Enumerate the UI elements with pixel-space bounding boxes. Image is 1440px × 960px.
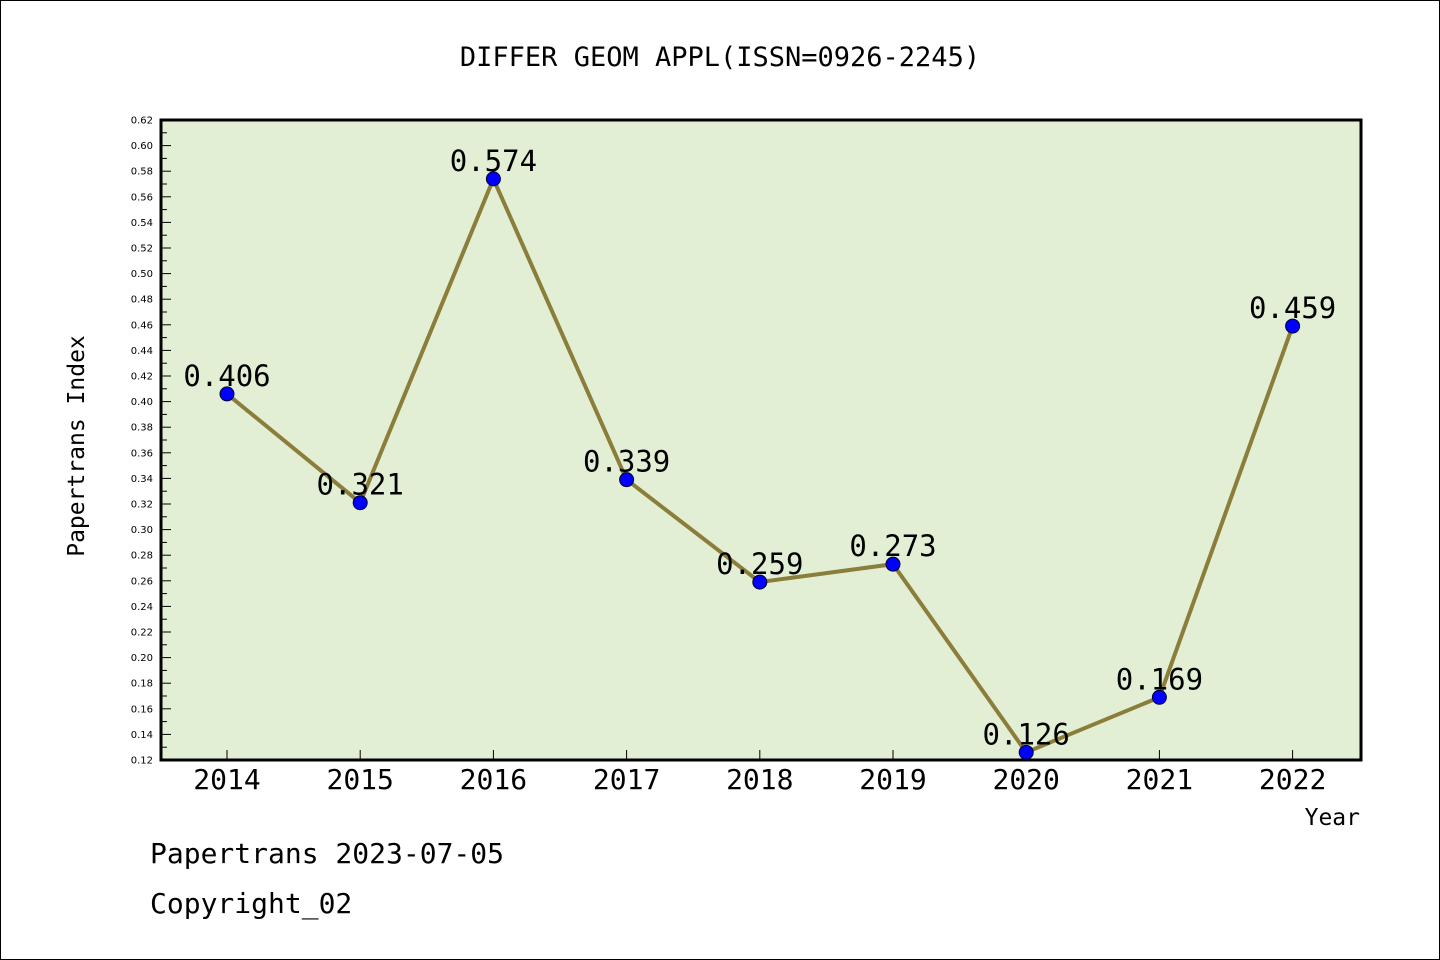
plot-area (159, 118, 1363, 762)
data-label: 0.321 (317, 468, 404, 502)
x-tick-label: 2016 (460, 763, 527, 796)
data-point (752, 574, 768, 590)
y-tick-label: 0.14 (131, 730, 153, 741)
data-label: 0.169 (1116, 662, 1203, 696)
data-point (619, 472, 635, 488)
y-tick-label: 0.20 (131, 653, 153, 664)
x-tick-label: 2020 (992, 763, 1059, 796)
y-tick-label: 0.46 (131, 320, 153, 331)
x-tick-label: 2017 (593, 763, 660, 796)
data-point (219, 386, 235, 402)
y-tick-label: 0.52 (131, 244, 153, 255)
data-label: 0.273 (849, 529, 936, 563)
x-tick-label: 2022 (1259, 763, 1326, 796)
y-tick-label: 0.62 (131, 116, 153, 127)
footer-copyright: Copyright_02 (150, 887, 352, 921)
y-tick-label: 0.38 (131, 423, 153, 434)
y-tick-label: 0.54 (131, 218, 153, 229)
data-markers (219, 171, 1301, 760)
data-point (1018, 744, 1034, 760)
y-tick-label: 0.56 (131, 192, 153, 203)
data-point (1151, 689, 1167, 705)
x-tick-label: 2014 (193, 763, 260, 796)
y-tick-label: 0.32 (131, 500, 153, 511)
y-tick-label: 0.60 (131, 141, 153, 152)
footer-date: Papertrans 2023-07-05 (150, 837, 504, 870)
y-tick-label: 0.50 (131, 269, 153, 280)
x-axis: 2014 2015 2016 2017 2018 2019 2020 2021 2022 (193, 750, 1326, 796)
y-tick-label: 0.30 (131, 525, 153, 536)
y-tick-label: 0.42 (131, 372, 153, 383)
y-tick-label: 0.16 (131, 704, 153, 715)
data-point (885, 556, 901, 572)
y-tick-label: 0.18 (131, 679, 153, 690)
y-tick-label: 0.12 (131, 756, 153, 767)
y-tick-label: 0.44 (131, 346, 153, 357)
y-axis-label: Papertrans Index (64, 335, 90, 557)
chart-title: DIFFER GEOM APPL(ISSN=0926-2245) (460, 42, 980, 73)
y-tick-label: 0.40 (131, 397, 153, 408)
y-tick-label: 0.36 (131, 448, 153, 459)
data-label: 0.126 (983, 717, 1070, 751)
data-label: 0.259 (716, 547, 803, 581)
data-labels: 0.406 0.321 0.574 0.339 0.259 0.273 0.126 0.169… (183, 144, 1336, 751)
x-tick-label: 2015 (326, 763, 393, 796)
data-label: 0.339 (583, 445, 670, 479)
data-point (1285, 318, 1301, 334)
x-tick-label: 2018 (726, 763, 793, 796)
data-label: 0.459 (1249, 291, 1336, 325)
y-tick-label: 0.58 (131, 167, 153, 178)
data-point (485, 171, 501, 187)
y-tick-label: 0.22 (131, 628, 153, 639)
data-label: 0.406 (183, 359, 270, 393)
x-tick-label: 2021 (1126, 763, 1193, 796)
y-tick-label: 0.26 (131, 576, 153, 587)
data-label: 0.574 (450, 144, 537, 178)
y-tick-label: 0.24 (131, 602, 153, 613)
y-tick-label: 0.34 (131, 474, 153, 485)
x-tick-label: 2019 (859, 763, 926, 796)
y-tick-label: 0.48 (131, 295, 153, 306)
y-tick-label: 0.28 (131, 551, 153, 562)
x-axis-label: Year (1305, 805, 1360, 831)
y-axis: 0.12 0.14 0.16 0.18 0.20 0.22 0.24 0.26 0.28 0.30… (131, 116, 171, 767)
data-point (352, 495, 368, 511)
